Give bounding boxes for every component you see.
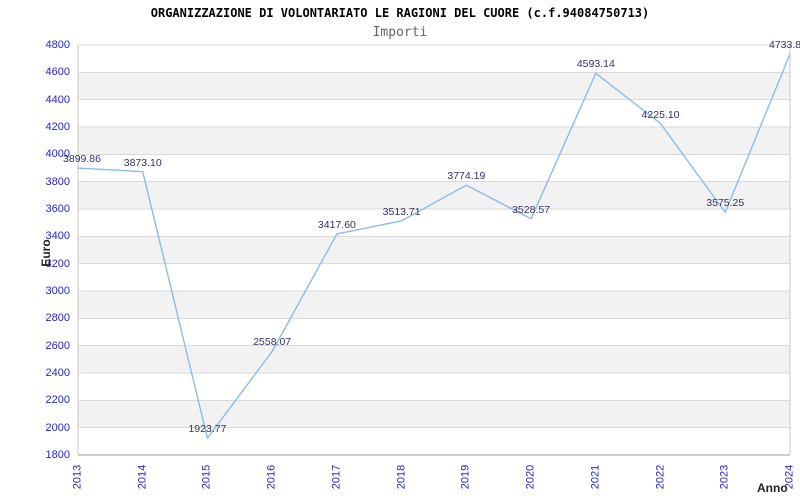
point-label: 4593.14	[576, 58, 615, 71]
point-label: 3417.60	[317, 218, 356, 231]
chart-title: ORGANIZZAZIONE DI VOLONTARIATO LE RAGION…	[150, 6, 650, 20]
point-label: 4225.10	[641, 108, 680, 121]
point-label: 3513.71	[382, 205, 421, 218]
y-tick-label: 3600	[45, 203, 70, 215]
x-tick-label: 2020	[524, 464, 537, 490]
x-tick-label: 2023	[718, 464, 731, 490]
grid-band	[78, 345, 790, 373]
y-tick-label: 3400	[45, 230, 70, 243]
grid-band	[78, 291, 790, 319]
x-tick-label: 2019	[459, 464, 472, 490]
grid-band	[78, 181, 790, 209]
point-label: 4733.8	[769, 39, 800, 52]
grid-band	[78, 127, 790, 155]
x-axis-title: Anno	[757, 481, 788, 495]
y-tick-label: 2200	[45, 394, 70, 407]
point-label: 3528.57	[512, 203, 551, 216]
y-tick-label: 2000	[45, 421, 70, 434]
point-label: 3774.19	[447, 170, 486, 183]
x-tick-label: 2022	[654, 464, 667, 490]
grid-band	[78, 400, 790, 428]
x-tick-label: 2013	[71, 464, 84, 490]
y-tick-label: 2400	[45, 367, 70, 379]
point-label: 3575.25	[706, 197, 745, 210]
grid-band	[78, 72, 790, 100]
y-tick-label: 4800	[45, 39, 70, 51]
y-axis-title: Euro	[39, 239, 53, 267]
grid-band	[78, 236, 790, 264]
x-tick-label: 2018	[395, 464, 408, 490]
x-tick-label: 2021	[589, 464, 602, 490]
y-tick-label: 3000	[45, 285, 70, 297]
point-label: 3873.10	[123, 156, 162, 169]
y-tick-label: 2800	[45, 312, 70, 325]
y-tick-label: 2600	[45, 339, 70, 352]
chart-subtitle: Importi	[372, 25, 428, 40]
series-line	[77, 53, 791, 439]
y-tick-label: 4000	[45, 148, 70, 161]
x-tick-label: 2014	[136, 464, 149, 490]
y-tick-label: 1800	[45, 449, 70, 461]
point-label: 3899.86	[63, 153, 101, 166]
x-tick-label: 2016	[265, 464, 278, 490]
y-tick-label: 4600	[45, 66, 70, 79]
point-label: 1923.77	[188, 423, 227, 436]
y-tick-label: 4400	[45, 93, 70, 106]
x-tick-label: 2015	[200, 464, 213, 490]
y-tick-label: 3200	[45, 257, 70, 270]
x-tick-label: 2017	[330, 464, 343, 490]
point-label: 2558.07	[253, 336, 292, 349]
y-tick-label: 4200	[45, 121, 70, 133]
y-tick-label: 3800	[45, 175, 70, 188]
